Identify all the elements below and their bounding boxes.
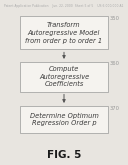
Text: FIG. 5: FIG. 5 xyxy=(47,150,81,160)
FancyBboxPatch shape xyxy=(20,62,108,92)
FancyBboxPatch shape xyxy=(20,106,108,133)
Text: 370: 370 xyxy=(110,106,120,111)
Text: Determine Optimum
Regression Order p: Determine Optimum Regression Order p xyxy=(30,113,98,126)
Text: 350: 350 xyxy=(110,16,120,21)
FancyBboxPatch shape xyxy=(20,16,108,50)
Text: Compute
Autoregressive
Coefficients: Compute Autoregressive Coefficients xyxy=(39,66,89,87)
Text: Patent Application Publication    Jun. 22, 2000  Sheet 5 of 5    US 6,000,000 A1: Patent Application Publication Jun. 22, … xyxy=(4,4,124,8)
Text: 360: 360 xyxy=(110,61,120,66)
Text: Transform
Autoregressive Model
from order p to order 1: Transform Autoregressive Model from orde… xyxy=(25,22,103,44)
